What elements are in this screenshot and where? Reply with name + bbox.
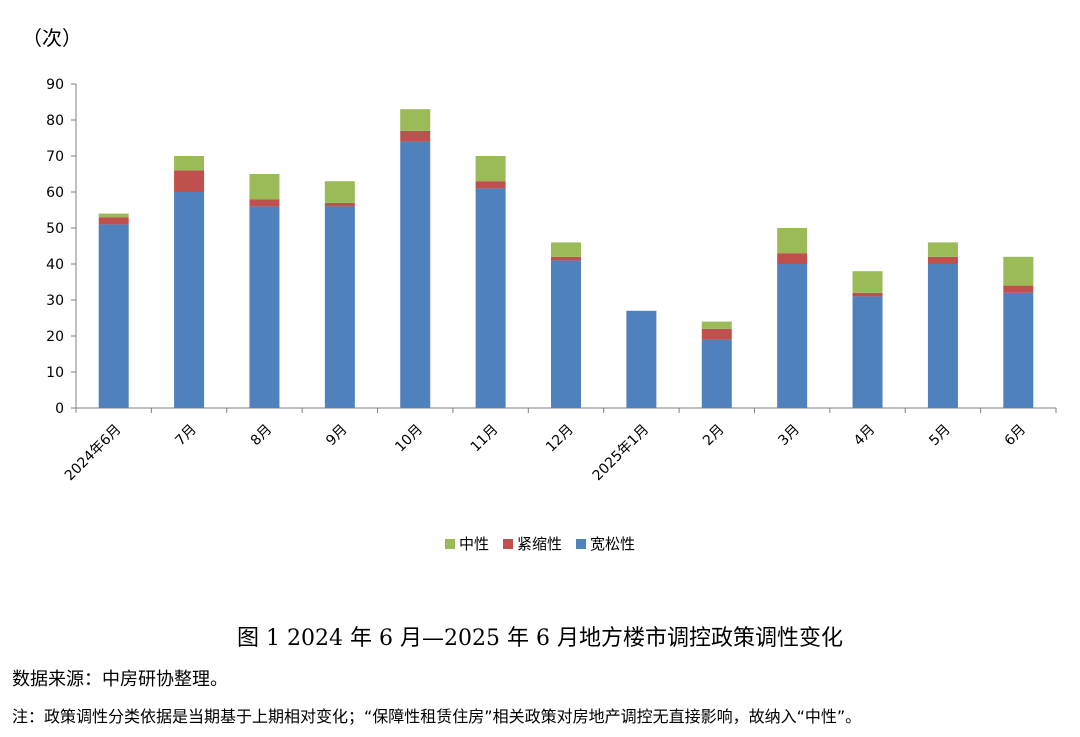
bar-segment-紧缩性 xyxy=(400,130,431,142)
legend-item: 紧缩性 xyxy=(502,533,562,554)
bar-segment-中性 xyxy=(249,174,280,200)
chart-legend: 中性 紧缩性 宽松性 xyxy=(0,533,1080,554)
bar-segment-宽松性 xyxy=(174,192,205,408)
bar-segment-宽松性 xyxy=(475,188,506,408)
bar-segment-中性 xyxy=(551,242,581,257)
bar-segment-紧缩性 xyxy=(475,181,506,189)
y-tick-label: 40 xyxy=(46,257,64,273)
bar-segment-紧缩性 xyxy=(174,170,205,192)
bar-segment-紧缩性 xyxy=(701,328,732,340)
data-source: 数据来源：中房研协整理。 xyxy=(12,669,228,690)
y-unit-label: （次） xyxy=(22,26,82,50)
figure-note: 注：政策调性分类依据是当期基于上期相对变化；“保障性租赁住房”相关政策对房地产调… xyxy=(12,707,862,726)
x-tick-label: 4月 xyxy=(851,422,879,450)
bar-segment-中性 xyxy=(98,213,129,218)
bar-segment-中性 xyxy=(777,228,808,254)
x-tick-label: 2月 xyxy=(700,422,728,450)
bar-segment-紧缩性 xyxy=(324,202,355,207)
x-tick-label: 7月 xyxy=(172,422,200,450)
bar-segment-宽松性 xyxy=(927,264,958,408)
y-tick-label: 70 xyxy=(46,149,64,165)
bar-segment-宽松性 xyxy=(249,206,280,408)
bar-segment-紧缩性 xyxy=(1003,285,1034,293)
x-tick-label: 3月 xyxy=(775,422,803,450)
bar-segment-中性 xyxy=(174,156,205,171)
stacked-bar-chart: 0 10 20 30 40 50 60 70 80 90 2024年6月 7月 8月 9月 10月 11月 12… xyxy=(46,77,1057,485)
bar-segment-紧缩性 xyxy=(98,217,129,225)
x-tick-label: 12月 xyxy=(543,422,577,456)
legend-label: 宽松性 xyxy=(590,535,636,553)
bar-segment-宽松性 xyxy=(551,260,581,408)
legend-item: 宽松性 xyxy=(576,533,635,554)
y-tick-label: 0 xyxy=(55,401,64,417)
y-tick-label: 90 xyxy=(46,77,64,93)
legend-swatch xyxy=(502,538,513,549)
bar-segment-宽松性 xyxy=(701,339,732,408)
bar-segment-宽松性 xyxy=(400,141,431,408)
bar-segment-紧缩性 xyxy=(551,256,581,261)
y-tick-label: 20 xyxy=(46,329,64,345)
bar-segment-中性 xyxy=(400,109,431,131)
legend-label: 紧缩性 xyxy=(516,535,562,553)
legend-label: 中性 xyxy=(458,535,489,553)
bar-segment-中性 xyxy=(324,181,355,203)
bar-segment-紧缩性 xyxy=(852,292,883,297)
bar-segment-宽松性 xyxy=(852,296,883,408)
x-tick-label: 2024年6月 xyxy=(62,422,125,485)
bar-segment-宽松性 xyxy=(626,310,657,408)
x-tick-label: 10月 xyxy=(392,422,426,456)
y-tick-label: 30 xyxy=(46,293,64,309)
bar-segment-宽松性 xyxy=(777,264,808,408)
bar-segment-紧缩性 xyxy=(777,253,808,264)
bar-segment-紧缩性 xyxy=(249,199,280,207)
figure-caption: 图 1 2024 年 6 月—2025 年 6 月地方楼市调控政策调性变化 xyxy=(237,626,843,651)
x-tick-label: 2025年1月 xyxy=(590,422,653,485)
bar-segment-中性 xyxy=(927,242,958,257)
y-tick-label: 10 xyxy=(46,365,64,381)
x-tick-label: 5月 xyxy=(926,422,954,450)
bar-segment-宽松性 xyxy=(98,224,129,408)
x-tick-label: 11月 xyxy=(468,422,502,456)
y-tick-label: 60 xyxy=(46,185,64,201)
bar-segment-宽松性 xyxy=(1003,292,1034,408)
bar-segment-中性 xyxy=(1003,256,1034,286)
x-tick-label: 9月 xyxy=(323,422,351,450)
x-tick-label: 6月 xyxy=(1002,422,1030,450)
bar-segment-紧缩性 xyxy=(927,256,958,264)
x-tick-label: 8月 xyxy=(248,422,276,450)
y-tick-label: 80 xyxy=(46,113,64,129)
bar-segment-中性 xyxy=(852,271,883,293)
legend-swatch xyxy=(576,538,586,549)
y-tick-label: 50 xyxy=(46,221,64,237)
legend-item: 中性 xyxy=(444,533,489,554)
bar-segment-中性 xyxy=(701,321,732,329)
bar-segment-宽松性 xyxy=(324,206,355,408)
bar-segment-中性 xyxy=(475,156,506,182)
legend-swatch xyxy=(444,538,455,549)
